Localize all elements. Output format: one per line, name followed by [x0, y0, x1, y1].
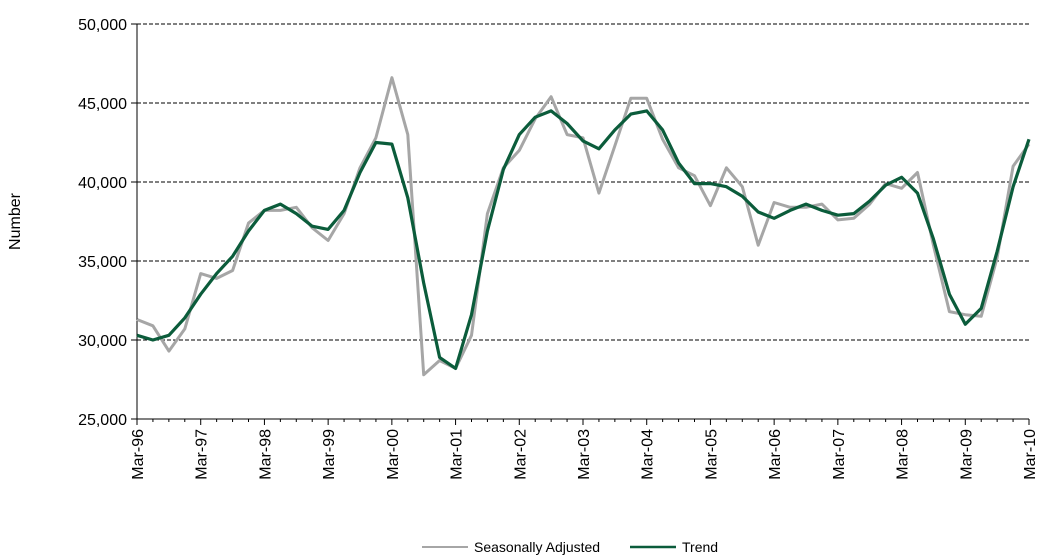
y-axis-label: Number [7, 192, 24, 250]
y-tick-label: 35,000 [78, 254, 127, 271]
x-tick-label: Mar-04 [640, 429, 657, 480]
x-tick-label: Mar-08 [895, 429, 912, 480]
axes [136, 24, 1029, 420]
x-tick-label: Mar-97 [194, 429, 211, 480]
x-tick-label: Mar-01 [449, 429, 466, 480]
x-tick-label: Mar-10 [1022, 429, 1039, 480]
y-tick-label: 45,000 [78, 96, 127, 113]
series-line-seasonally-adjusted [136, 76, 1031, 377]
x-tick-label: Mar-02 [512, 429, 529, 480]
x-tick-label: Mar-03 [576, 429, 593, 480]
x-axis-ticks: Mar-96 Mar-97 Mar-98 Mar-99 Mar-00 Mar-01 Mar-… [130, 419, 1039, 480]
x-tick-label: Mar-06 [767, 429, 784, 480]
x-tick-label: Mar-98 [257, 429, 274, 480]
x-tick-label: Mar-96 [130, 429, 147, 480]
y-tick-label: 30,000 [78, 333, 127, 350]
series-group [136, 76, 1031, 377]
x-tick-label: Mar-00 [385, 429, 402, 480]
y-tick-label: 40,000 [78, 175, 127, 192]
x-tick-label: Mar-99 [321, 429, 338, 480]
series-line-trend [136, 109, 1031, 370]
x-tick-label: Mar-07 [831, 429, 848, 480]
y-tick-label: 50,000 [78, 17, 127, 34]
legend: Seasonally Adjusted Trend [422, 539, 718, 555]
y-tick-label: 25,000 [78, 412, 127, 429]
legend-label: Seasonally Adjusted [474, 539, 600, 555]
gridlines [137, 23, 1029, 341]
x-tick-label: Mar-05 [703, 429, 720, 480]
legend-label: Trend [682, 539, 718, 555]
x-tick-label: Mar-09 [958, 429, 975, 480]
y-axis-ticks: 25,000 30,000 35,000 40,000 45,000 50,000 [78, 17, 137, 429]
